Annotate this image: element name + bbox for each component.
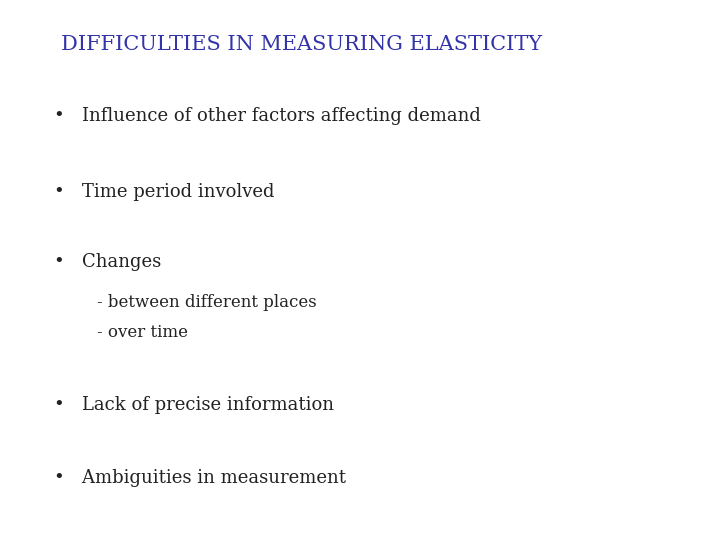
- Text: •   Lack of precise information: • Lack of precise information: [54, 396, 334, 414]
- Text: - between different places: - between different places: [97, 294, 317, 311]
- Text: •   Time period involved: • Time period involved: [54, 183, 274, 201]
- Text: DIFFICULTIES IN MEASURING ELASTICITY: DIFFICULTIES IN MEASURING ELASTICITY: [61, 35, 542, 54]
- Text: •   Influence of other factors affecting demand: • Influence of other factors affecting d…: [54, 107, 481, 125]
- Text: •   Changes: • Changes: [54, 253, 161, 271]
- Text: - over time: - over time: [97, 323, 188, 341]
- Text: •   Ambiguities in measurement: • Ambiguities in measurement: [54, 469, 346, 487]
